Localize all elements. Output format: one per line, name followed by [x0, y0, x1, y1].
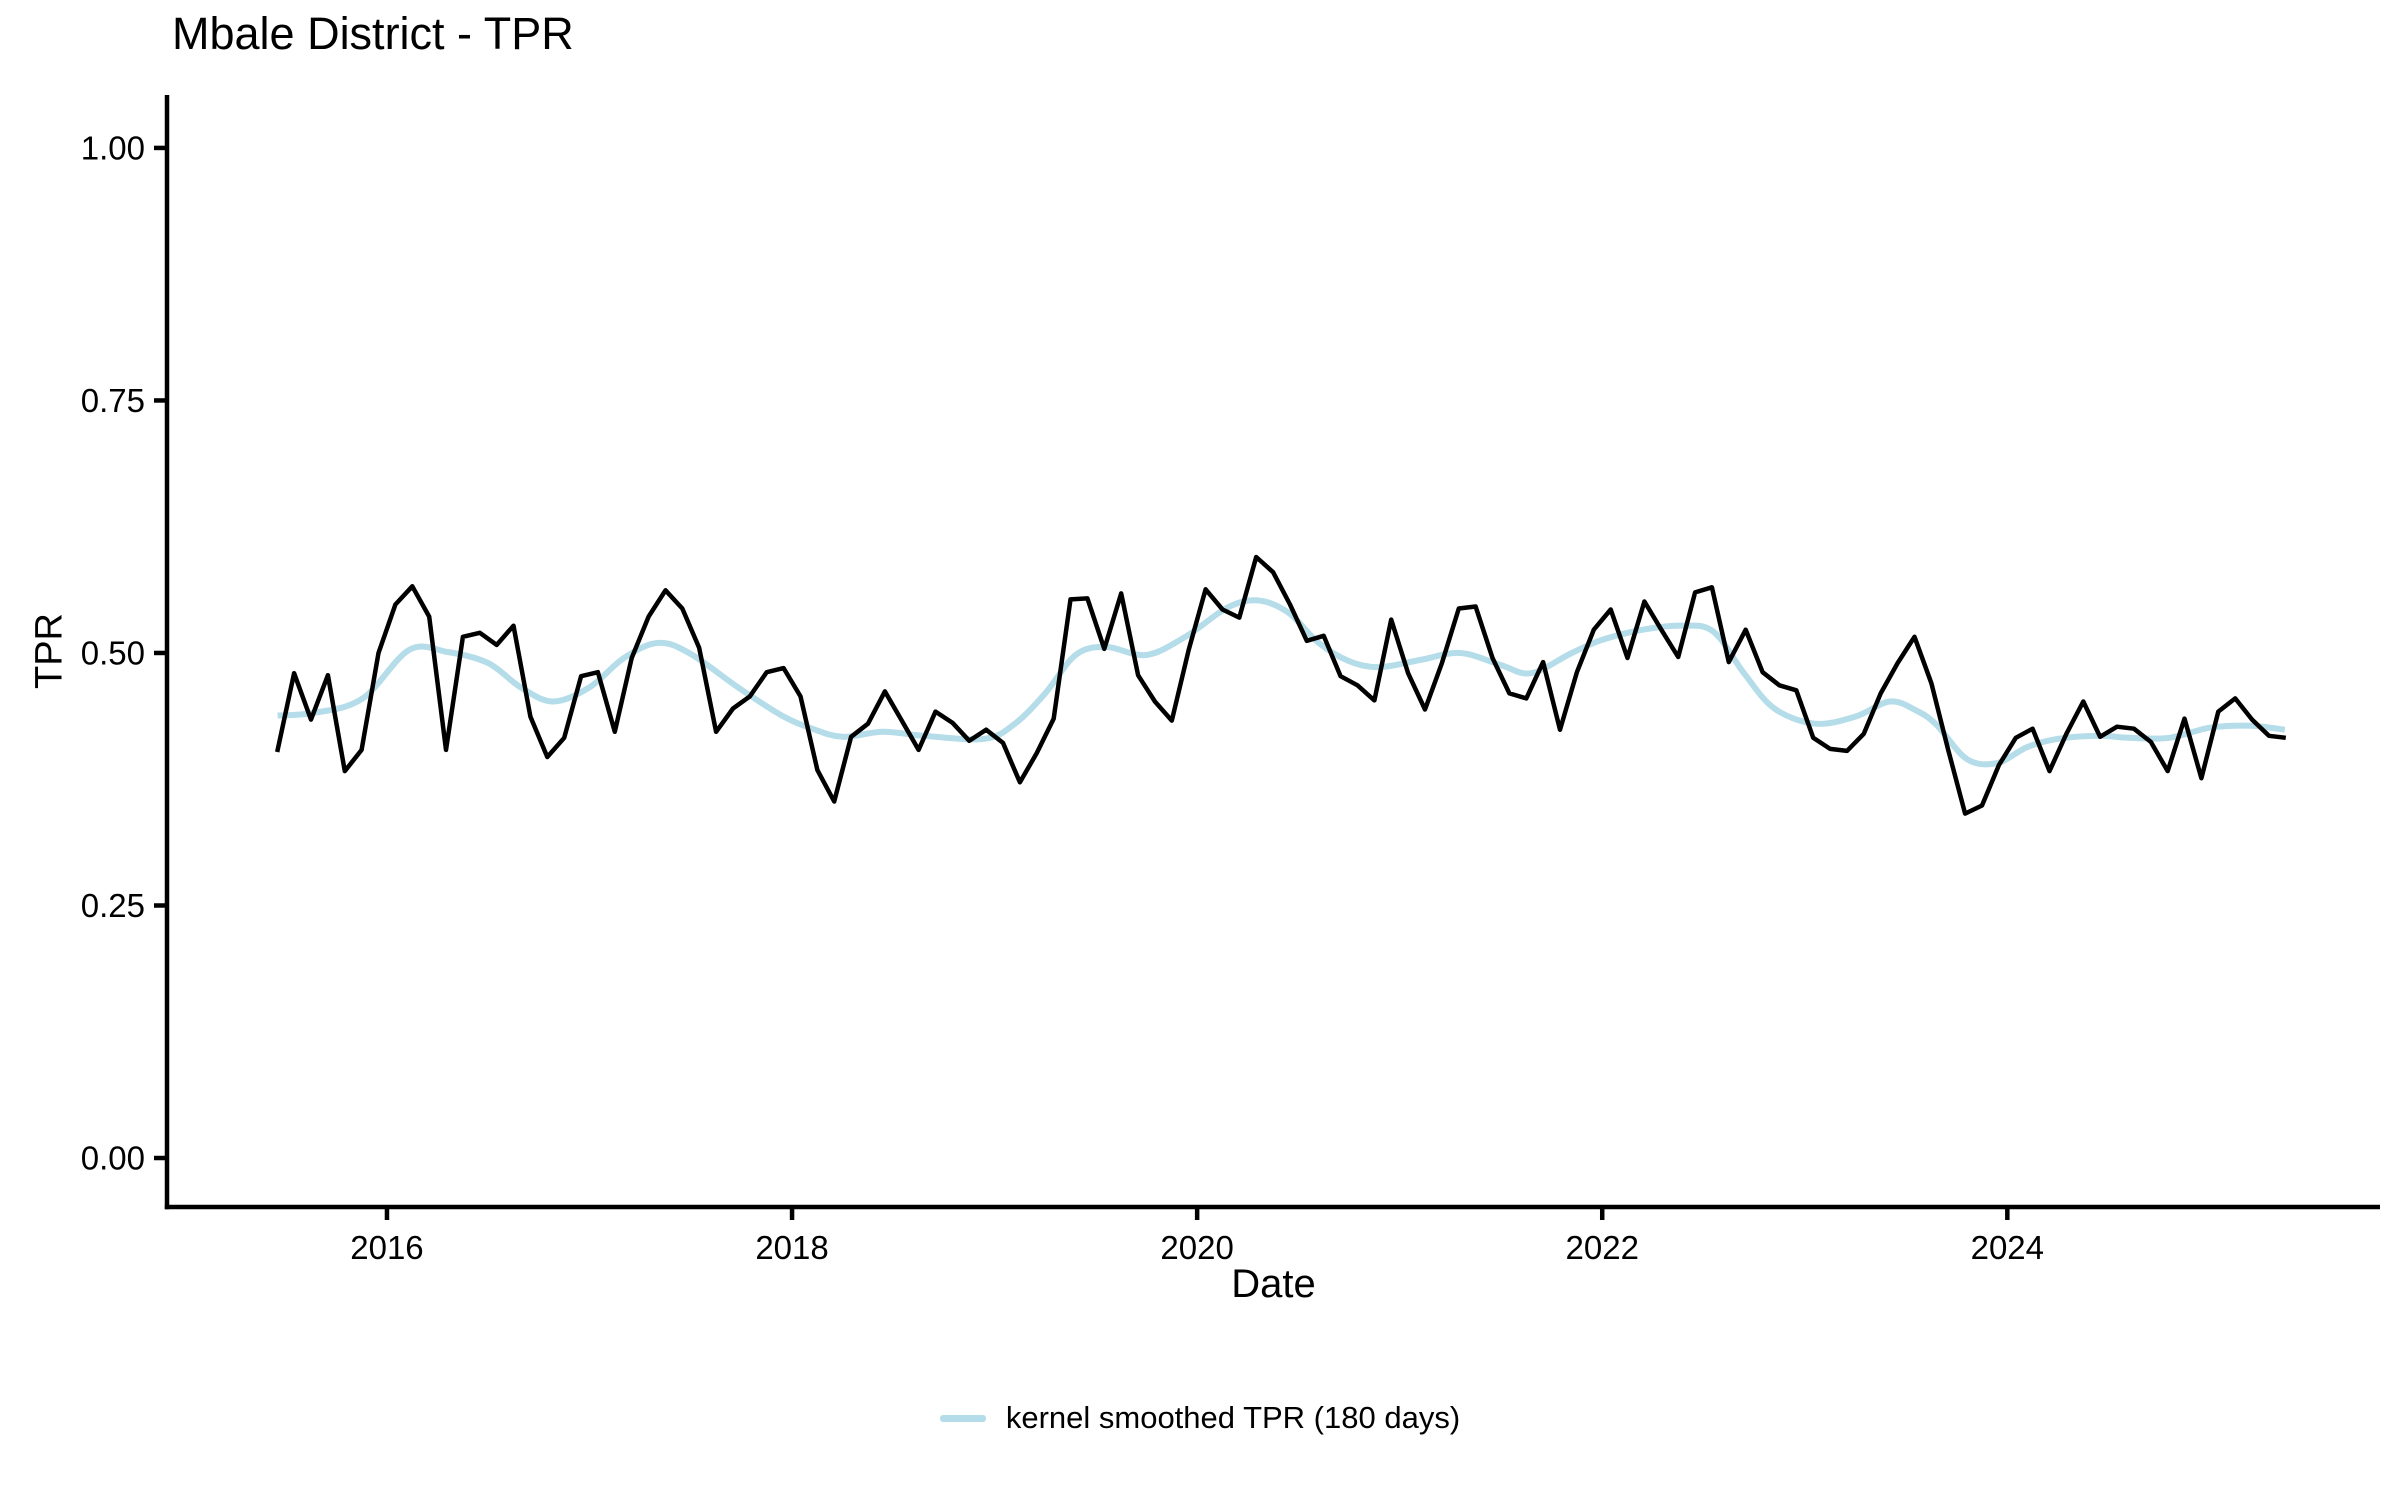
series-line-monthly-tpr	[275, 554, 2287, 816]
y-tick-label: 0.00	[81, 1140, 145, 1177]
x-tick-label: 2022	[1566, 1229, 1639, 1266]
legend-item: kernel smoothed TPR (180 days)	[939, 1400, 1461, 1436]
legend: kernel smoothed TPR (180 days)	[0, 1400, 2400, 1436]
chart-title: Mbale District - TPR	[172, 8, 574, 59]
x-tick-label: 2016	[350, 1229, 423, 1266]
y-tick-label: 0.75	[81, 382, 145, 419]
y-tick-label: 0.25	[81, 887, 145, 924]
y-tick-label: 1.00	[81, 129, 145, 166]
legend-label: kernel smoothed TPR (180 days)	[1005, 1400, 1461, 1435]
x-tick-label: 2018	[755, 1229, 828, 1266]
y-tick-label: 0.50	[81, 634, 145, 671]
x-axis-title: Date	[1231, 1262, 1316, 1306]
smoothed-line-swatch-icon	[939, 1414, 986, 1422]
x-tick-label: 2020	[1160, 1229, 1233, 1266]
x-tick-label: 2024	[1971, 1229, 2044, 1266]
series-line-kernel-smoothed-tpr-180-days-	[277, 597, 2286, 768]
